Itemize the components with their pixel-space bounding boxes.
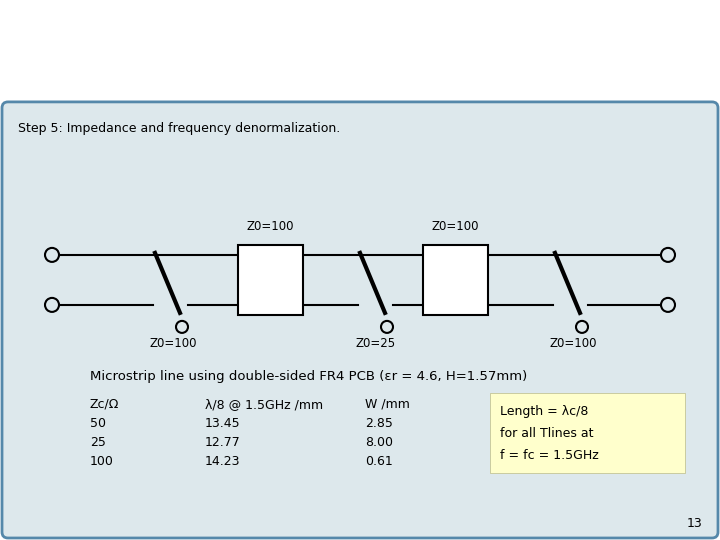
FancyBboxPatch shape bbox=[2, 102, 718, 538]
Text: 100: 100 bbox=[90, 455, 114, 468]
Text: 13.45: 13.45 bbox=[205, 417, 240, 430]
Text: for all Tlines at: for all Tlines at bbox=[500, 427, 593, 440]
Circle shape bbox=[176, 321, 188, 333]
Bar bbox=[423, 245, 488, 315]
Bar bbox=[238, 245, 303, 315]
Text: λ/8 @ 1.5GHz /mm: λ/8 @ 1.5GHz /mm bbox=[205, 398, 323, 411]
Circle shape bbox=[381, 321, 393, 333]
Circle shape bbox=[661, 298, 675, 312]
Text: Step 5: Impedance and frequency denormalization.: Step 5: Impedance and frequency denormal… bbox=[18, 122, 341, 135]
Text: Z0=25: Z0=25 bbox=[355, 337, 395, 350]
Bar bbox=[490, 393, 685, 473]
Text: 25: 25 bbox=[90, 436, 106, 449]
Text: 2.85: 2.85 bbox=[365, 417, 393, 430]
Circle shape bbox=[45, 248, 59, 262]
Text: W /mm: W /mm bbox=[365, 398, 410, 411]
Circle shape bbox=[576, 321, 588, 333]
Text: 13: 13 bbox=[686, 517, 702, 530]
Text: f = fc = 1.5GHz: f = fc = 1.5GHz bbox=[500, 449, 599, 462]
Text: Length = λc/8: Length = λc/8 bbox=[500, 405, 588, 418]
Text: 50: 50 bbox=[90, 417, 106, 430]
Text: Z0=100: Z0=100 bbox=[550, 337, 598, 350]
Text: 14.23: 14.23 bbox=[205, 455, 240, 468]
Text: 8.00: 8.00 bbox=[365, 436, 393, 449]
Text: Zc/Ω: Zc/Ω bbox=[90, 398, 120, 411]
Circle shape bbox=[661, 248, 675, 262]
Text: 0.61: 0.61 bbox=[365, 455, 392, 468]
Text: 12.77: 12.77 bbox=[205, 436, 240, 449]
Text: Microstrip line using double-sided FR4 PCB (εr = 4.6, H=1.57mm): Microstrip line using double-sided FR4 P… bbox=[90, 370, 527, 383]
Text: Z0=100: Z0=100 bbox=[246, 220, 294, 233]
Text: Example 5.7 Cont…: Example 5.7 Cont… bbox=[18, 28, 410, 62]
Text: Z0=100: Z0=100 bbox=[431, 220, 479, 233]
Circle shape bbox=[45, 298, 59, 312]
Text: Z0=100: Z0=100 bbox=[150, 337, 197, 350]
